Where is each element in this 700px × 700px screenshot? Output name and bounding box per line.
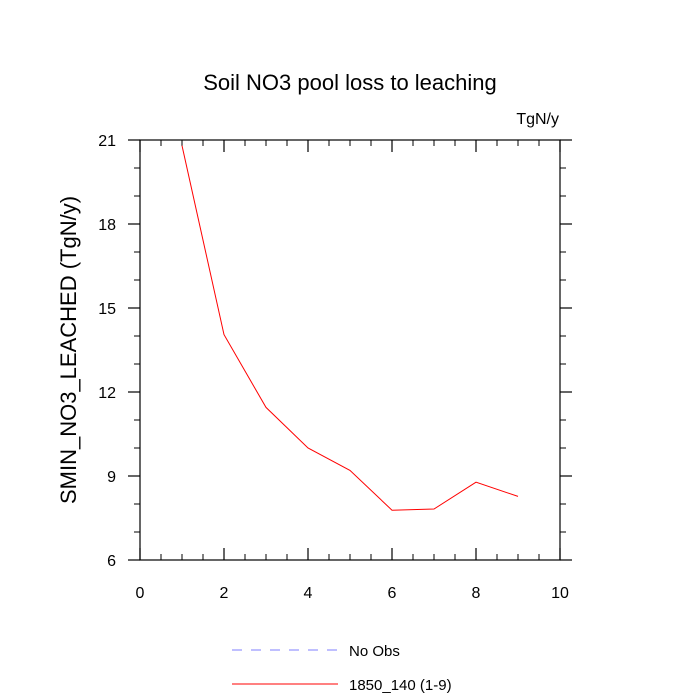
x-tick-label: 6: [388, 585, 397, 602]
series-line-1: [181, 145, 519, 511]
legend: No Obs 1850_140 (1-9): [232, 643, 452, 694]
y-tick-label: 12: [98, 385, 116, 402]
x-tick-label: 4: [304, 585, 313, 602]
y-tick-label: 21: [98, 133, 116, 150]
y-tick-label: 6: [107, 553, 116, 570]
tick-labels: 0 2 4 6 8 10 6 9 12 15 18 21: [98, 133, 569, 602]
y-tick-label: 9: [107, 469, 116, 486]
series-layer: [181, 145, 519, 511]
x-tick-label: 0: [136, 585, 145, 602]
x-tick-label: 2: [220, 585, 229, 602]
units-label: TgN/y: [516, 111, 559, 128]
plot-frame: [139, 139, 561, 561]
legend-label-0: No Obs: [349, 643, 400, 660]
y-tick-label: 15: [98, 301, 116, 318]
x-tick-label: 8: [472, 585, 481, 602]
y-tick-label: 18: [98, 217, 116, 234]
legend-label-1: 1850_140 (1-9): [349, 677, 452, 694]
y-axis-label: SMIN_NO3_LEACHED (TgN/y): [56, 196, 81, 504]
x-tick-label: 10: [551, 585, 569, 602]
chart-title: Soil NO3 pool loss to leaching: [203, 70, 497, 95]
